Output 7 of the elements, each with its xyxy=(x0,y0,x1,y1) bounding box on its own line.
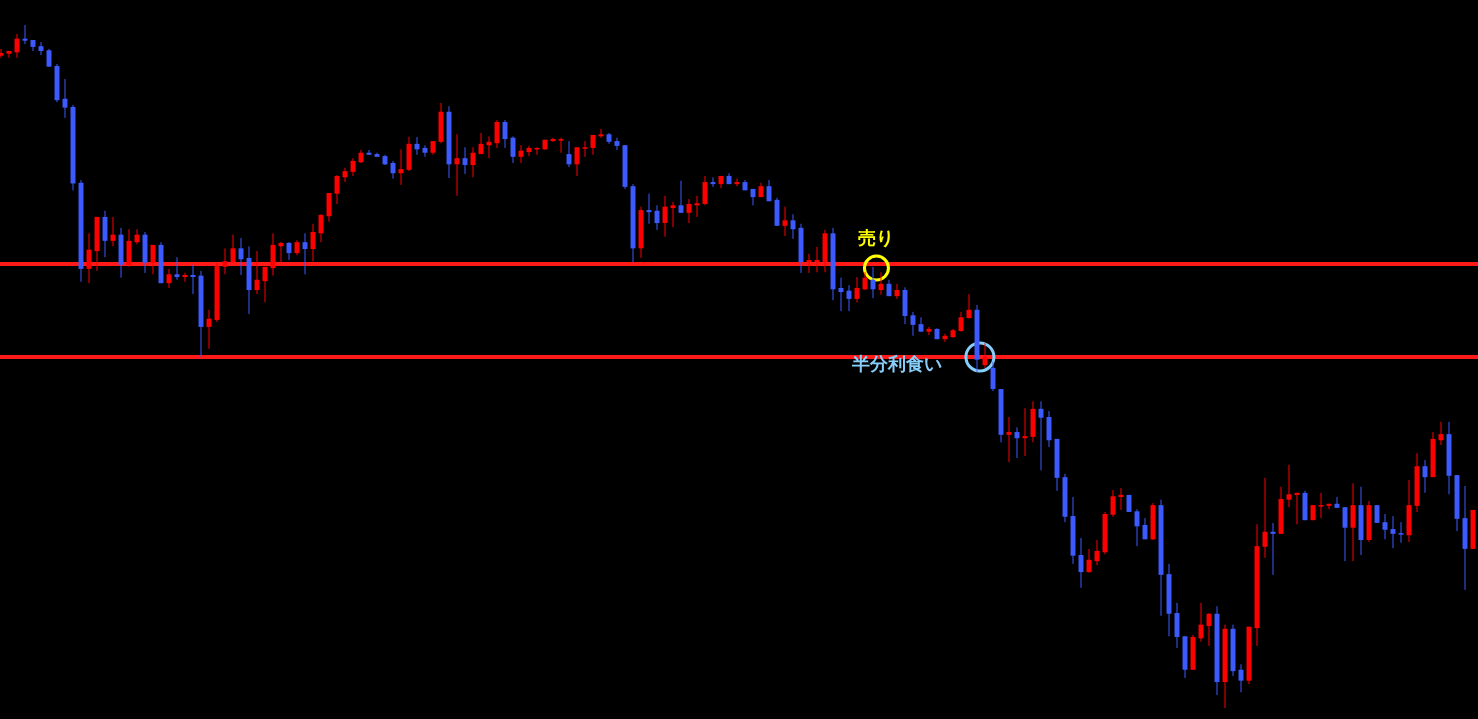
candlestick xyxy=(0,48,4,59)
ref-line-label: 半分利食い xyxy=(850,353,942,375)
candlestick xyxy=(582,140,588,158)
candlestick xyxy=(1398,521,1404,544)
ref-line-label: 売り xyxy=(858,226,895,248)
candlestick xyxy=(558,137,564,154)
candlestick xyxy=(1318,492,1324,519)
